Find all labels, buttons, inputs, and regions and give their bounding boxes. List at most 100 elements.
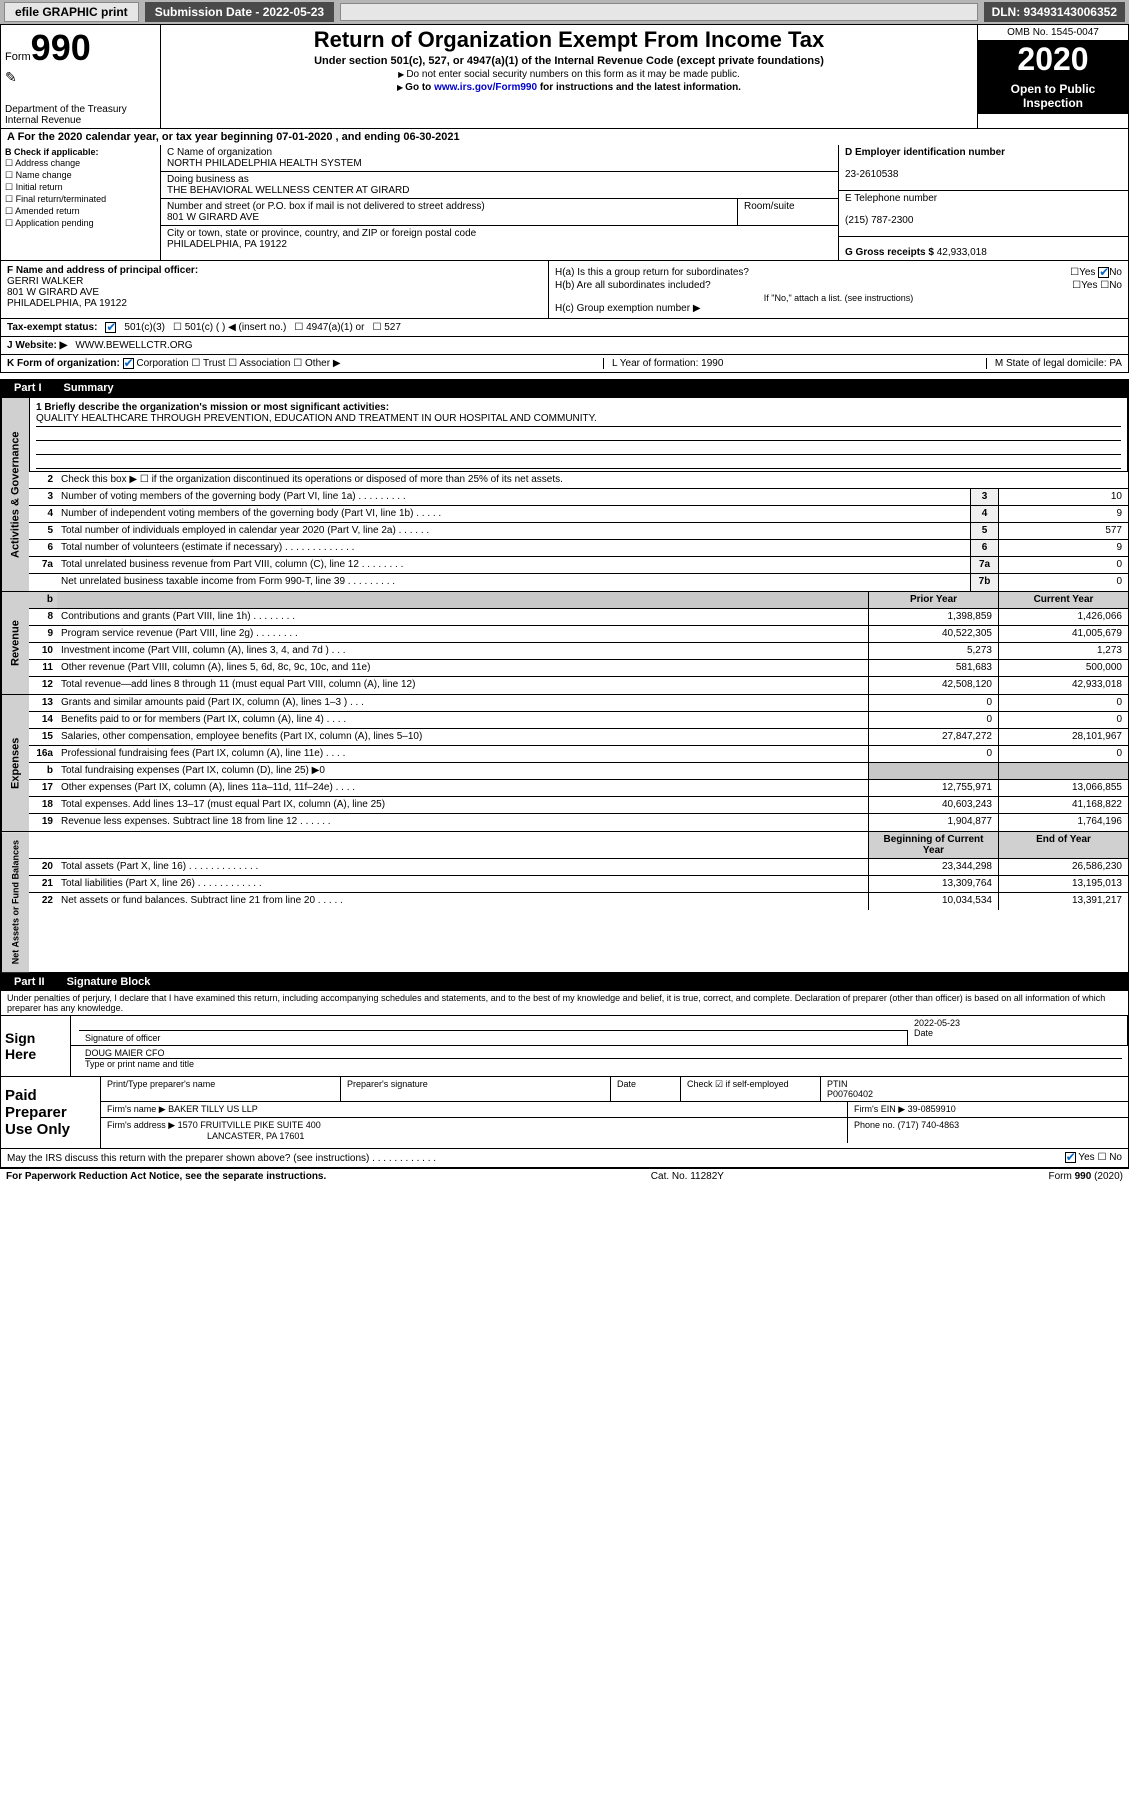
gov-r2: Check this box ▶ ☐ if the organization d… <box>57 472 1128 488</box>
f-lbl: F Name and address of principal officer: <box>7 265 198 276</box>
prep-h1: Print/Type preparer's name <box>101 1077 341 1101</box>
footer: For Paperwork Reduction Act Notice, see … <box>0 1168 1129 1184</box>
hdr-prior: Prior Year <box>868 592 998 608</box>
title-box: Return of Organization Exempt From Incom… <box>161 25 978 128</box>
table-row: 5Total number of individuals employed in… <box>29 523 1128 540</box>
table-row: Net unrelated business taxable income fr… <box>29 574 1128 591</box>
firm-addr2: LANCASTER, PA 17601 <box>207 1131 304 1141</box>
inspection: Open to Public Inspection <box>978 78 1128 114</box>
addr: 801 W GIRARD AVE <box>167 212 259 223</box>
irs-link[interactable]: www.irs.gov/Form990 <box>434 82 537 93</box>
col-f: F Name and address of principal officer:… <box>1 261 549 318</box>
table-row: 11Other revenue (Part VIII, column (A), … <box>29 660 1128 677</box>
table-row: 3Number of voting members of the governi… <box>29 489 1128 506</box>
city-lbl: City or town, state or province, country… <box>167 228 476 239</box>
table-row: 15Salaries, other compensation, employee… <box>29 729 1128 746</box>
table-row: 19Revenue less expenses. Subtract line 1… <box>29 814 1128 831</box>
foot-pra: For Paperwork Reduction Act Notice, see … <box>6 1171 326 1182</box>
table-row: 21Total liabilities (Part X, line 26) . … <box>29 876 1128 893</box>
header: Form990 ✎ Department of the Treasury Int… <box>0 24 1129 129</box>
sig-off-lbl: Signature of officer <box>85 1033 160 1043</box>
table-row: 17Other expenses (Part IX, column (A), l… <box>29 780 1128 797</box>
sig-grid: Sign Here Signature of officer 2022-05-2… <box>0 1016 1129 1077</box>
city: PHILADELPHIA, PA 19122 <box>167 239 287 250</box>
table-row: 6Total number of volunteers (estimate if… <box>29 540 1128 557</box>
sig-decl: Under penalties of perjury, I declare th… <box>0 991 1129 1016</box>
table-row: 4Number of independent voting members of… <box>29 506 1128 523</box>
j-lbl: J Website: ▶ <box>7 340 67 351</box>
foot-cat: Cat. No. 11282Y <box>651 1171 724 1182</box>
part1-lbl: Part I <box>0 379 56 397</box>
table-row: 8Contributions and grants (Part VIII, li… <box>29 609 1128 626</box>
discuss-row: May the IRS discuss this return with the… <box>0 1149 1129 1167</box>
officer-addr2: PHILADELPHIA, PA 19122 <box>7 298 127 309</box>
e-lbl: E Telephone number <box>845 193 937 204</box>
hb-lbl: H(b) Are all subordinates included? <box>555 280 711 291</box>
form-box: Form990 ✎ Department of the Treasury Int… <box>1 25 161 128</box>
org-name: NORTH PHILADELPHIA HEALTH SYSTEM <box>167 158 362 169</box>
mission-block: 1 Briefly describe the organization's mi… <box>29 398 1128 472</box>
domicile: M State of legal domicile: PA <box>986 358 1122 369</box>
table-row: 18Total expenses. Add lines 13–17 (must … <box>29 797 1128 814</box>
chk-name[interactable]: ☐ Name change <box>5 170 156 181</box>
dba-lbl: Doing business as <box>167 174 249 185</box>
col-d: D Employer identification number23-26105… <box>838 145 1128 260</box>
rev-tab: Revenue <box>1 592 29 694</box>
prep-grid: Paid Preparer Use Only Print/Type prepar… <box>0 1077 1129 1149</box>
table-row: 7aTotal unrelated business revenue from … <box>29 557 1128 574</box>
efile-btn[interactable]: efile GRAPHIC print <box>4 2 139 22</box>
prep-h2: Preparer's signature <box>341 1077 611 1101</box>
officer-name: GERRI WALKER <box>7 276 83 287</box>
chk-501c3[interactable] <box>105 322 116 333</box>
ptin: P00760402 <box>827 1089 873 1099</box>
sign-here: Sign Here <box>1 1016 71 1076</box>
governance-grid: Activities & Governance 1 Briefly descri… <box>0 397 1129 592</box>
firm-phone: (717) 740-4863 <box>898 1120 960 1130</box>
officer-addr1: 801 W GIRARD AVE <box>7 287 99 298</box>
omb-box: OMB No. 1545-0047 2020 Open to Public In… <box>978 25 1128 128</box>
prep-h3: Date <box>611 1077 681 1101</box>
sig-date: 2022-05-23 <box>914 1018 960 1028</box>
dba: THE BEHAVIORAL WELLNESS CENTER AT GIRARD <box>167 185 409 196</box>
part2-bar: Part II Signature Block <box>0 973 1129 991</box>
netassets-grid: Net Assets or Fund Balances Beginning of… <box>0 832 1129 973</box>
exp-tab: Expenses <box>1 695 29 831</box>
col-h: H(a) Is this a group return for subordin… <box>549 261 1128 318</box>
table-row: 12Total revenue—add lines 8 through 11 (… <box>29 677 1128 694</box>
chk-amended[interactable]: ☐ Amended return <box>5 206 156 217</box>
mission-txt: QUALITY HEALTHCARE THROUGH PREVENTION, E… <box>36 413 1121 427</box>
chk-initial[interactable]: ☐ Initial return <box>5 182 156 193</box>
table-row: 14Benefits paid to or for members (Part … <box>29 712 1128 729</box>
c-name-lbl: C Name of organization <box>167 147 272 158</box>
chk-final[interactable]: ☐ Final return/terminated <box>5 194 156 205</box>
chk-pending[interactable]: ☐ Application pending <box>5 218 156 229</box>
dept: Department of the Treasury Internal Reve… <box>5 104 156 126</box>
tax-row: Tax-exempt status: 501(c)(3) ☐ 501(c) ( … <box>0 319 1129 337</box>
subtitle: Under section 501(c), 527, or 4947(a)(1)… <box>169 55 969 67</box>
col-c: C Name of organizationNORTH PHILADELPHIA… <box>161 145 838 260</box>
form-prefix: Form <box>5 51 31 63</box>
top-bar: efile GRAPHIC print Submission Date - 20… <box>0 0 1129 24</box>
omb: OMB No. 1545-0047 <box>978 25 1128 41</box>
tax-lbl: Tax-exempt status: <box>7 322 97 333</box>
period-text: A For the 2020 calendar year, or tax yea… <box>7 131 460 143</box>
firm-ein: 39-0859910 <box>908 1104 956 1114</box>
col-b: B Check if applicable: ☐ Address change … <box>1 145 161 260</box>
sig-name-lbl: Type or print name and title <box>85 1058 1122 1069</box>
expenses-grid: Expenses 13Grants and similar amounts pa… <box>0 695 1129 832</box>
discuss-yes[interactable] <box>1065 1152 1076 1163</box>
year-formation: L Year of formation: 1990 <box>603 358 723 369</box>
part2-lbl: Part II <box>0 973 59 991</box>
room-lbl: Room/suite <box>738 199 838 225</box>
note1: Do not enter social security numbers on … <box>406 69 739 80</box>
prep-chk: Check ☑ if self-employed <box>681 1077 821 1101</box>
form-title: Return of Organization Exempt From Incom… <box>169 27 969 53</box>
chk-corp[interactable] <box>123 358 134 369</box>
table-row: 9Program service revenue (Part VIII, lin… <box>29 626 1128 643</box>
table-row: 20Total assets (Part X, line 16) . . . .… <box>29 859 1128 876</box>
website: WWW.BEWELLCTR.ORG <box>75 340 192 351</box>
mission-q: 1 Briefly describe the organization's mi… <box>36 402 389 413</box>
prep-lbl: Paid Preparer Use Only <box>1 1077 101 1148</box>
part2-title: Signature Block <box>59 973 159 991</box>
chk-address[interactable]: ☐ Address change <box>5 158 156 169</box>
